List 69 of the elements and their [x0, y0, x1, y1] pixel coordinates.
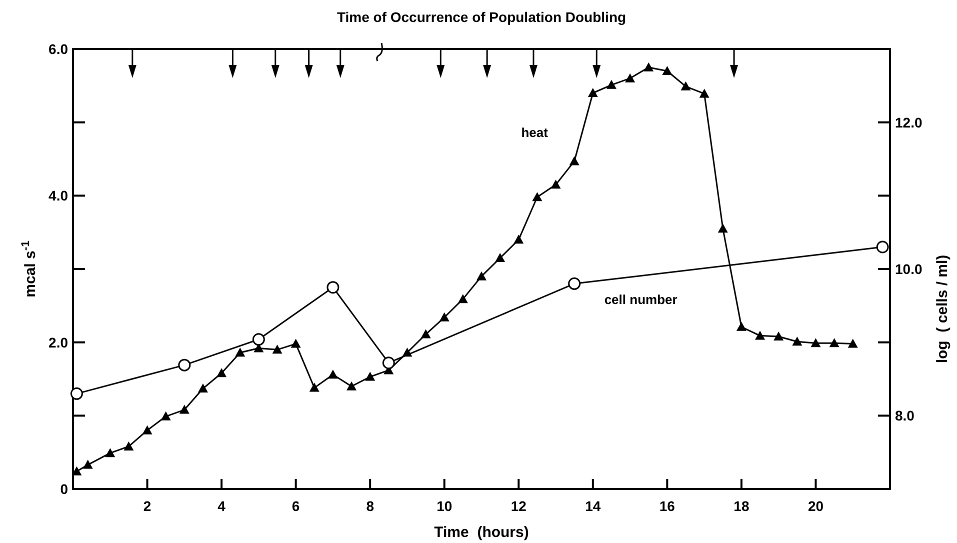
point: [142, 425, 152, 434]
y2-tick-label: 10.0: [895, 261, 922, 277]
point: [72, 466, 82, 476]
point: [699, 88, 710, 98]
point: [848, 338, 858, 348]
point: [829, 338, 840, 348]
point: [82, 460, 93, 469]
point: [568, 277, 581, 290]
y-tick-label: 6.0: [48, 41, 68, 57]
point: [625, 73, 636, 82]
text: heat: [521, 125, 549, 140]
x-tick-label: 6: [292, 498, 300, 514]
point: [476, 271, 486, 280]
point: [160, 411, 171, 420]
x-tick-label: 14: [585, 498, 601, 514]
point: [328, 370, 338, 379]
point: [198, 384, 208, 393]
point: [736, 322, 746, 331]
point: [774, 331, 784, 340]
y-tick-label: 0: [60, 481, 68, 497]
y2-tick-label: 12.0: [895, 114, 922, 130]
point: [124, 441, 134, 450]
x-tick-label: 12: [510, 498, 527, 514]
series-label: cell number: [604, 292, 678, 308]
point: [346, 381, 357, 390]
point: [439, 312, 450, 322]
point: [680, 81, 691, 90]
point: [272, 344, 282, 354]
x-tick-label: 4: [218, 498, 226, 514]
x-tick-label: 20: [808, 498, 824, 514]
point: [290, 338, 301, 348]
point: [876, 240, 889, 254]
point: [495, 253, 506, 262]
point: [458, 294, 468, 304]
point: [588, 88, 598, 97]
point: [365, 372, 376, 381]
y-tick-label: 2.0: [48, 334, 68, 350]
point: [326, 281, 340, 294]
point: [792, 336, 802, 346]
y2-axis-title: log ( cells / ml): [934, 254, 951, 364]
point: [514, 234, 524, 244]
point: [420, 329, 431, 338]
x-tick-label: 10: [436, 498, 452, 514]
point: [606, 80, 616, 89]
point: [662, 66, 672, 75]
x-tick-label: 18: [734, 498, 750, 514]
x-tick-label: 8: [366, 498, 374, 514]
point: [216, 368, 227, 378]
x-tick-label: 2: [143, 498, 152, 514]
point: [644, 62, 654, 72]
point: [252, 333, 265, 346]
y-tick-label: 4.0: [48, 188, 68, 204]
y2-tick-label: 8.0: [895, 408, 915, 424]
point: [755, 330, 766, 340]
chart-title: Time of Occurrence of Population Doubling: [336, 9, 626, 25]
point: [70, 387, 83, 400]
point: [569, 156, 580, 166]
point: [532, 192, 542, 202]
point: [550, 180, 561, 189]
point: [382, 356, 395, 370]
x-axis-title: Time (hours): [434, 524, 529, 541]
point: [235, 348, 246, 357]
point: [309, 382, 320, 392]
point: [718, 224, 728, 233]
x-tick-label: 16: [659, 498, 676, 514]
point: [178, 358, 191, 372]
point: [105, 448, 116, 458]
point: [810, 338, 821, 348]
point: [179, 404, 190, 414]
